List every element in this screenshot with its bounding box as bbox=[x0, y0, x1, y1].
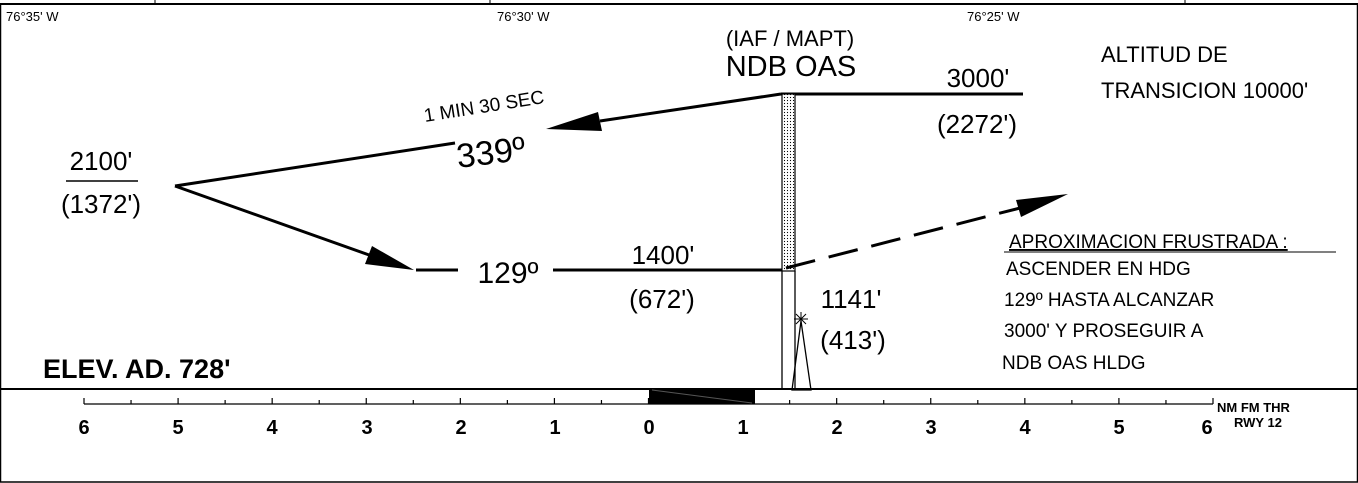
distance-scale-unit-line-1: NM FM THR bbox=[1217, 400, 1291, 415]
scale-label: 3 bbox=[925, 417, 936, 439]
distance-scale-labels: 6 5 4 3 2 1 0 1 2 3 4 5 6 bbox=[78, 417, 1212, 439]
scale-label: 4 bbox=[1019, 417, 1031, 439]
turn-altitude-msl: 2100' bbox=[70, 146, 133, 176]
scale-label: 2 bbox=[831, 417, 842, 439]
scale-label: 1 bbox=[737, 417, 748, 439]
missed-approach-line-4: NDB OAS HLDG bbox=[1002, 353, 1146, 374]
outbound-leg-line bbox=[599, 92, 782, 123]
scale-label: 0 bbox=[643, 417, 654, 439]
scale-label: 4 bbox=[266, 417, 278, 439]
distance-scale-unit-line-2: RWY 12 bbox=[1234, 415, 1282, 430]
ndb-stipple-bar bbox=[781, 93, 796, 272]
missed-approach-arrowhead bbox=[1016, 194, 1068, 217]
distance-scale-ticks bbox=[83, 398, 1214, 404]
scale-label: 1 bbox=[549, 417, 560, 439]
fix-role-label: (IAF / MAPT) bbox=[726, 26, 854, 51]
outbound-course-label: 339º bbox=[454, 130, 527, 176]
outbound-leg-arrowhead bbox=[546, 112, 602, 131]
obstacle-altitude-height: (413') bbox=[820, 325, 886, 355]
runway-diagonal bbox=[651, 389, 753, 404]
aerodrome-elevation: ELEV. AD. 728' bbox=[43, 354, 231, 384]
scale-label: 5 bbox=[1113, 417, 1124, 439]
missed-approach-line-1: ASCENDER EN HDG bbox=[1006, 259, 1191, 280]
turn-altitude-height: (1372') bbox=[61, 189, 141, 219]
missed-approach-line-2: 129º HASTA ALCANZAR bbox=[1004, 290, 1214, 311]
longitude-label-1: 76°35' W bbox=[6, 9, 59, 24]
initial-altitude-height: (2272') bbox=[937, 109, 1017, 139]
inbound-descent-line bbox=[174, 184, 373, 258]
outbound-leg-line-lower bbox=[174, 141, 456, 188]
outbound-timing-label: 1 MIN 30 SEC bbox=[422, 87, 545, 127]
scale-label: 2 bbox=[455, 417, 466, 439]
scale-label: 6 bbox=[1201, 417, 1212, 439]
inbound-altitude-msl: 1400' bbox=[632, 240, 695, 270]
missed-approach-path bbox=[785, 206, 1021, 270]
transition-altitude-line-1: ALTITUD DE bbox=[1101, 42, 1228, 67]
obstacle-light-ray-4 bbox=[795, 313, 807, 325]
missed-approach-title: APROXIMACION FRUSTRADA : bbox=[1009, 232, 1288, 253]
longitude-label-2: 76°30' W bbox=[497, 9, 550, 24]
scale-label: 5 bbox=[172, 417, 183, 439]
inbound-altitude-height: (672') bbox=[629, 284, 695, 314]
inbound-arrowhead bbox=[365, 246, 414, 270]
fix-name-label: NDB OAS bbox=[726, 51, 857, 83]
obstacle-altitude-msl: 1141' bbox=[821, 284, 882, 314]
inbound-course-label: 129º bbox=[477, 257, 538, 290]
initial-altitude-msl: 3000' bbox=[947, 63, 1010, 93]
scale-label: 6 bbox=[78, 417, 89, 439]
transition-altitude-line-2: TRANSICION 10000' bbox=[1101, 78, 1308, 103]
scale-label: 3 bbox=[361, 417, 372, 439]
missed-approach-line-3: 3000' Y PROSEGUIR A bbox=[1004, 321, 1204, 342]
longitude-label-3: 76°25' W bbox=[967, 9, 1020, 24]
